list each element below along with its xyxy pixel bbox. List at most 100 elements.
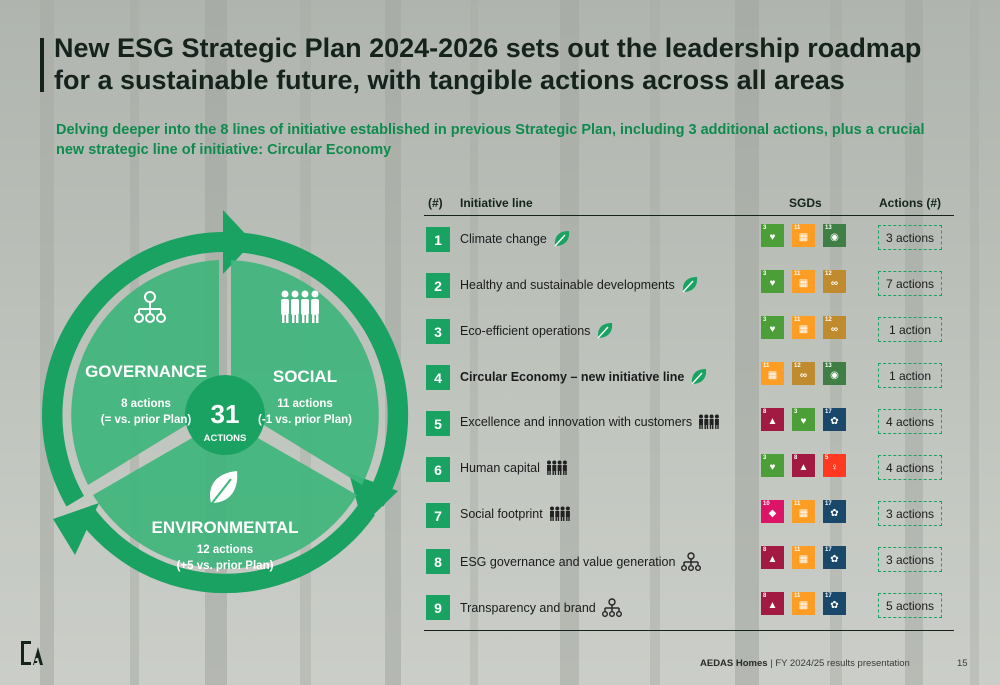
sgd-icons: 8 ▲ 11 ▦ 17 ✿ [761,546,846,569]
page-title: New ESG Strategic Plan 2024-2026 sets ou… [54,33,922,95]
sgd-17-icon: 17 ✿ [823,500,846,523]
page-subtitle: Delving deeper into the 8 lines of initi… [56,122,925,158]
sgd-17-icon: 17 ✿ [823,546,846,569]
sgd-number: 13 [825,363,832,369]
social-arc-arrow [233,232,409,507]
sgd-17-icon: 17 ✿ [823,592,846,615]
page-number: 15 [957,658,968,669]
row-label: Circular Economy – new initiative line [460,368,708,386]
sgd-3-icon: 3 ♥ [792,408,815,431]
sgd-number: 3 [763,271,767,277]
sgd-icons: 8 ▲ 3 ♥ 17 ✿ [761,408,846,431]
sgd-number: 11 [794,501,801,507]
row-actions: 7 actions [878,271,942,296]
row-label-text: Transparency and brand [460,601,596,615]
sgd-number: 17 [825,409,832,415]
row-label-text: Healthy and sustainable developments [460,278,675,292]
row-actions: 4 actions [878,455,942,480]
row-label: Climate change [460,230,571,248]
sgd-8-icon: 8 ▲ [792,454,815,477]
row-number: 5 [426,411,450,436]
table-bottom-rule [424,630,954,631]
sgd-number: 17 [825,547,832,553]
aedas-logo [19,639,45,667]
leaf-icon [596,322,614,340]
table-row: 5 Excellence and innovation with customer… [424,400,954,446]
center-circle [185,375,265,455]
sgd-8-icon: 8 ▲ [761,546,784,569]
governance-segment [71,260,219,485]
row-number: 2 [426,273,450,298]
row-label-text: ESG governance and value generation [460,555,676,569]
table-row: 8 ESG governance and value generation 8 ▲ 11… [424,538,954,584]
sgd-number: 3 [763,317,767,323]
esg-wheel: GOVERNANCE 8 actions (= vs. prior Plan) … [40,205,410,605]
sgd-number: 8 [763,409,767,415]
social-delta: (-1 vs. prior Plan) [258,414,352,426]
footer-presentation: | FY 2024/25 results presentation [767,658,910,669]
people-icon [281,290,319,323]
header-num: (#) [428,196,443,210]
sgd-number: 8 [763,547,767,553]
sgd-number: 17 [825,501,832,507]
row-label: Social footprint [460,506,571,522]
row-number: 8 [426,549,450,574]
table-body: 1 Climate change 3 ♥ 11 ▦ 13 ◉ 3 actions 2 Healthy… [424,216,954,630]
row-number: 9 [426,595,450,620]
sgd-number: 3 [763,225,767,231]
people-icon [549,506,571,522]
row-label: Excellence and innovation with customers [460,414,720,430]
center-number: 31 [211,399,240,429]
sgd-12-icon: 12 ∞ [823,270,846,293]
sgd-number: 12 [825,271,832,277]
sgd-number: 12 [825,317,832,323]
sgd-number: 12 [794,363,801,369]
row-number: 6 [426,457,450,482]
footer-company: AEDAS Homes [700,658,768,669]
table-row: 1 Climate change 3 ♥ 11 ▦ 13 ◉ 3 actions [424,216,954,262]
sgd-8-icon: 8 ▲ [761,592,784,615]
sgd-number: 11 [794,593,801,599]
sgd-17-icon: 17 ✿ [823,408,846,431]
table-row: 9 Transparency and brand 8 ▲ 11 ▦ 17 ✿ 5 actions [424,584,954,630]
table-row: 7 Social footprint 10 ◆ 11 ▦ 17 ✿ 3 actions [424,492,954,538]
leaf-icon [553,230,571,248]
sgd-11-icon: 11 ▦ [792,316,815,339]
sgd-icons: 3 ♥ 11 ▦ 12 ∞ [761,316,846,339]
row-actions: 3 actions [878,547,942,572]
table-row: 4 Circular Economy – new initiative line 1… [424,354,954,400]
row-label: Transparency and brand [460,598,622,618]
row-label-text: Climate change [460,232,547,246]
row-number: 4 [426,365,450,390]
row-label: Human capital [460,460,568,476]
leaf-icon [681,276,699,294]
table-header: (#) Initiative line SGDs Actions (#) [424,190,954,216]
social-actions: 11 actions [277,398,333,410]
sgd-3-icon: 3 ♥ [761,454,784,477]
sgd-icons: 3 ♥ 11 ▦ 13 ◉ [761,224,846,247]
row-label-text: Excellence and innovation with customers [460,415,693,429]
row-label: ESG governance and value generation [460,552,702,572]
org-chart-icon [681,552,702,572]
sgd-10-icon: 10 ◆ [761,500,784,523]
leaf-icon [690,368,708,386]
environmental-delta: (+5 vs. prior Plan) [177,560,274,572]
environmental-title: ENVIRONMENTAL [151,518,298,537]
sgd-12-icon: 12 ∞ [792,362,815,385]
row-label-text: Human capital [460,461,540,475]
sgd-number: 17 [825,593,832,599]
sgd-11-icon: 11 ▦ [792,592,815,615]
row-actions: 4 actions [878,409,942,434]
table-row: 3 Eco-efficient operations 3 ♥ 11 ▦ 12 ∞ 1 actio… [424,308,954,354]
row-actions: 1 action [878,317,942,342]
sgd-11-icon: 11 ▦ [792,270,815,293]
row-label-text: Social footprint [460,507,543,521]
governance-arc-arrow [41,232,223,507]
social-segment [231,260,379,485]
sgd-icons: 10 ◆ 11 ▦ 17 ✿ [761,500,846,523]
title-accent-bar [40,38,44,92]
sgd-number: 8 [763,593,767,599]
org-chart-icon [601,598,622,618]
sgd-icons: 3 ♥ 11 ▦ 12 ∞ [761,270,846,293]
row-actions: 1 action [878,363,942,388]
